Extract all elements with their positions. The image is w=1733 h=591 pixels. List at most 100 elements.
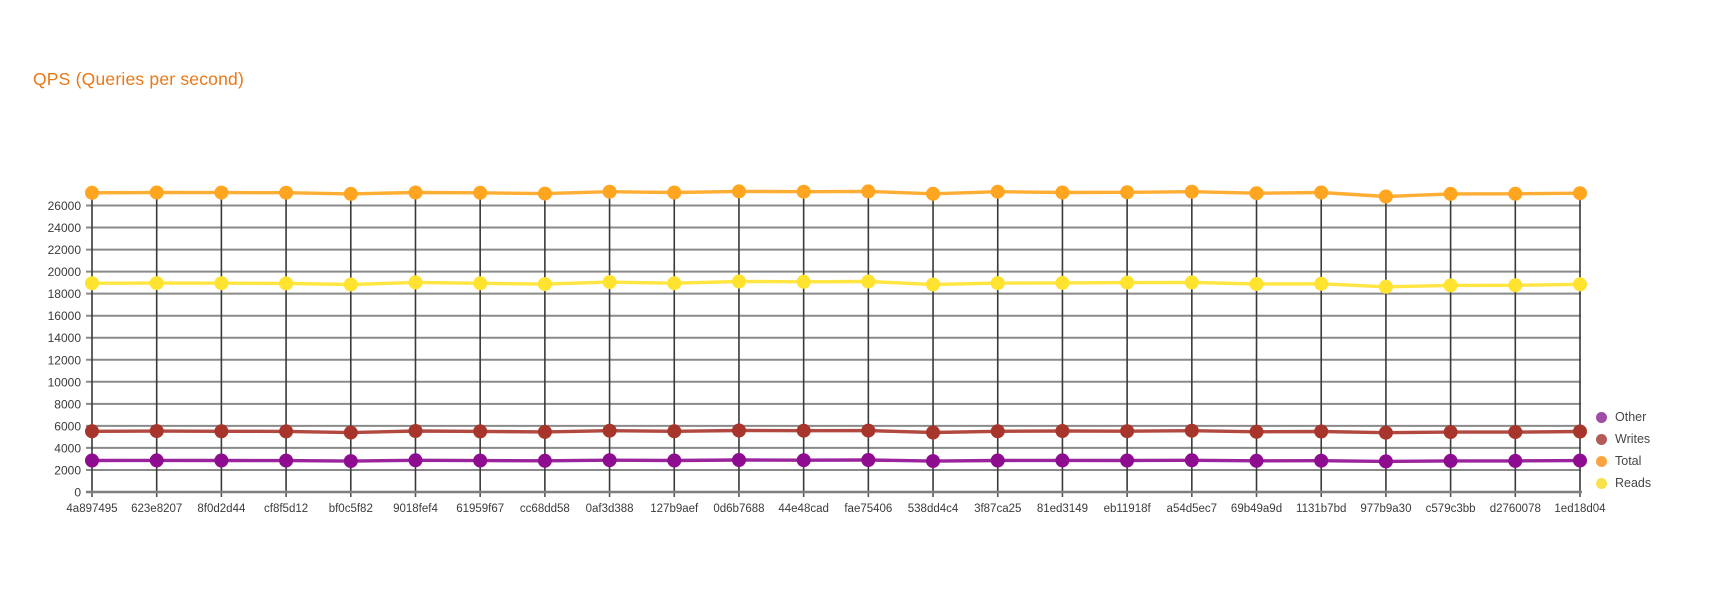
- data-point-reads[interactable]: [796, 274, 811, 289]
- data-point-reads[interactable]: [861, 274, 876, 289]
- data-point-total[interactable]: [537, 186, 552, 201]
- data-point-reads[interactable]: [279, 276, 294, 291]
- data-point-writes[interactable]: [279, 424, 294, 439]
- data-point-other[interactable]: [1508, 453, 1523, 468]
- data-point-reads[interactable]: [926, 277, 940, 292]
- data-point-reads[interactable]: [1055, 275, 1070, 290]
- data-point-writes[interactable]: [149, 424, 164, 439]
- legend-item-total[interactable]: Total: [1596, 450, 1651, 472]
- data-point-writes[interactable]: [926, 425, 940, 440]
- data-point-other[interactable]: [1378, 454, 1393, 469]
- data-point-reads[interactable]: [149, 276, 164, 291]
- data-point-other[interactable]: [732, 453, 746, 467]
- data-point-reads[interactable]: [473, 276, 488, 291]
- data-point-total[interactable]: [1573, 186, 1587, 201]
- data-point-total[interactable]: [990, 184, 1005, 199]
- data-point-total[interactable]: [1443, 186, 1458, 201]
- data-point-other[interactable]: [1249, 453, 1264, 468]
- data-point-writes[interactable]: [1120, 424, 1135, 439]
- data-point-other[interactable]: [1055, 453, 1070, 468]
- data-point-total[interactable]: [1508, 186, 1523, 201]
- data-point-other[interactable]: [1120, 453, 1135, 468]
- data-point-writes[interactable]: [408, 424, 423, 438]
- data-point-writes[interactable]: [85, 424, 99, 439]
- data-point-writes[interactable]: [602, 423, 617, 438]
- data-point-writes[interactable]: [732, 423, 746, 438]
- data-point-writes[interactable]: [473, 424, 488, 439]
- data-point-total[interactable]: [926, 186, 940, 201]
- data-point-writes[interactable]: [861, 423, 876, 438]
- data-point-reads[interactable]: [1314, 276, 1329, 291]
- data-point-total[interactable]: [602, 184, 617, 199]
- data-point-reads[interactable]: [990, 276, 1005, 291]
- data-point-other[interactable]: [1184, 453, 1199, 468]
- data-point-other[interactable]: [990, 453, 1005, 468]
- data-point-total[interactable]: [85, 185, 99, 200]
- data-point-writes[interactable]: [1573, 424, 1587, 439]
- data-point-other[interactable]: [861, 453, 876, 467]
- legend-item-reads[interactable]: Reads: [1596, 472, 1651, 494]
- data-point-total[interactable]: [1184, 184, 1199, 199]
- data-point-writes[interactable]: [537, 424, 552, 439]
- data-point-other[interactable]: [796, 453, 811, 468]
- data-point-writes[interactable]: [796, 423, 811, 438]
- data-point-reads[interactable]: [537, 277, 552, 292]
- data-point-other[interactable]: [667, 453, 682, 468]
- data-point-total[interactable]: [796, 184, 811, 199]
- data-point-other[interactable]: [214, 453, 229, 468]
- data-point-other[interactable]: [279, 453, 294, 468]
- data-point-total[interactable]: [1120, 185, 1135, 200]
- data-point-writes[interactable]: [1443, 425, 1458, 440]
- data-point-reads[interactable]: [1573, 277, 1587, 292]
- data-point-writes[interactable]: [1249, 424, 1264, 439]
- data-point-other[interactable]: [1314, 453, 1329, 468]
- data-point-reads[interactable]: [343, 277, 358, 292]
- data-point-writes[interactable]: [1184, 423, 1199, 438]
- data-point-writes[interactable]: [667, 424, 682, 439]
- data-point-total[interactable]: [1378, 189, 1393, 204]
- data-point-reads[interactable]: [1443, 278, 1458, 293]
- data-point-reads[interactable]: [1120, 275, 1135, 290]
- data-point-reads[interactable]: [602, 275, 617, 290]
- data-point-writes[interactable]: [214, 424, 229, 439]
- data-point-total[interactable]: [408, 185, 423, 200]
- data-point-other[interactable]: [926, 454, 940, 469]
- data-point-reads[interactable]: [732, 274, 746, 289]
- data-point-writes[interactable]: [1055, 424, 1070, 438]
- legend-item-writes[interactable]: Writes: [1596, 428, 1651, 450]
- data-point-reads[interactable]: [1508, 278, 1523, 293]
- data-point-reads[interactable]: [1184, 275, 1199, 290]
- data-point-reads[interactable]: [1378, 279, 1393, 294]
- data-point-total[interactable]: [1249, 186, 1264, 201]
- data-point-other[interactable]: [1443, 453, 1458, 468]
- data-point-other[interactable]: [343, 454, 358, 469]
- data-point-writes[interactable]: [990, 424, 1005, 439]
- data-point-total[interactable]: [279, 185, 294, 200]
- data-point-reads[interactable]: [1249, 277, 1264, 291]
- data-point-reads[interactable]: [408, 275, 423, 290]
- data-point-total[interactable]: [214, 185, 229, 200]
- data-point-reads[interactable]: [667, 276, 682, 291]
- data-point-reads[interactable]: [214, 276, 229, 291]
- legend-item-other[interactable]: Other: [1596, 406, 1651, 428]
- data-point-other[interactable]: [149, 453, 164, 468]
- data-point-writes[interactable]: [1378, 425, 1393, 440]
- data-point-total[interactable]: [149, 185, 164, 200]
- data-point-other[interactable]: [602, 453, 617, 468]
- data-point-writes[interactable]: [1314, 424, 1329, 439]
- data-point-other[interactable]: [1573, 453, 1587, 468]
- data-point-total[interactable]: [667, 185, 682, 200]
- data-point-total[interactable]: [1055, 185, 1070, 200]
- data-point-other[interactable]: [85, 453, 99, 468]
- data-point-writes[interactable]: [1508, 425, 1523, 440]
- data-point-total[interactable]: [732, 184, 746, 199]
- data-point-other[interactable]: [537, 453, 552, 468]
- data-point-other[interactable]: [473, 453, 488, 468]
- data-point-other[interactable]: [408, 453, 423, 468]
- data-point-writes[interactable]: [343, 425, 358, 440]
- data-point-total[interactable]: [473, 185, 488, 200]
- data-point-reads[interactable]: [85, 276, 99, 291]
- data-point-total[interactable]: [1314, 185, 1329, 200]
- data-point-total[interactable]: [861, 184, 876, 199]
- data-point-total[interactable]: [343, 186, 358, 201]
